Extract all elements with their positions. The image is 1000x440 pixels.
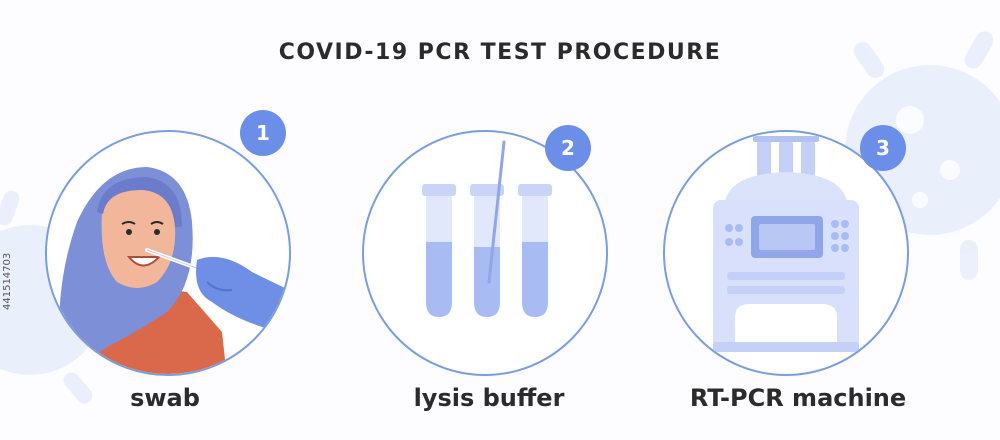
step-label: lysis buffer [413,384,565,412]
step-number-badge: 2 [545,125,591,171]
stock-id-text: 441514703 [2,252,13,310]
pcr-machine-illustration-icon [713,136,859,352]
step-circle [45,130,291,376]
step-2-lysis-buffer: 2 [357,110,617,376]
test-tubes-illustration-icon [422,140,552,317]
step-1-swab: 1 [40,110,300,376]
person-swab-illustration-icon [59,167,289,374]
step-circle [362,130,608,376]
step-number-badge: 3 [860,125,906,171]
step-label: RT-PCR machine [689,384,907,412]
step-number-badge: 1 [240,110,286,156]
step-label: swab [130,384,200,412]
page-title: COVID-19 PCR TEST PROCEDURE [278,40,722,65]
step-circle [663,130,909,376]
step-3-rt-pcr-machine: 3 [658,110,918,376]
